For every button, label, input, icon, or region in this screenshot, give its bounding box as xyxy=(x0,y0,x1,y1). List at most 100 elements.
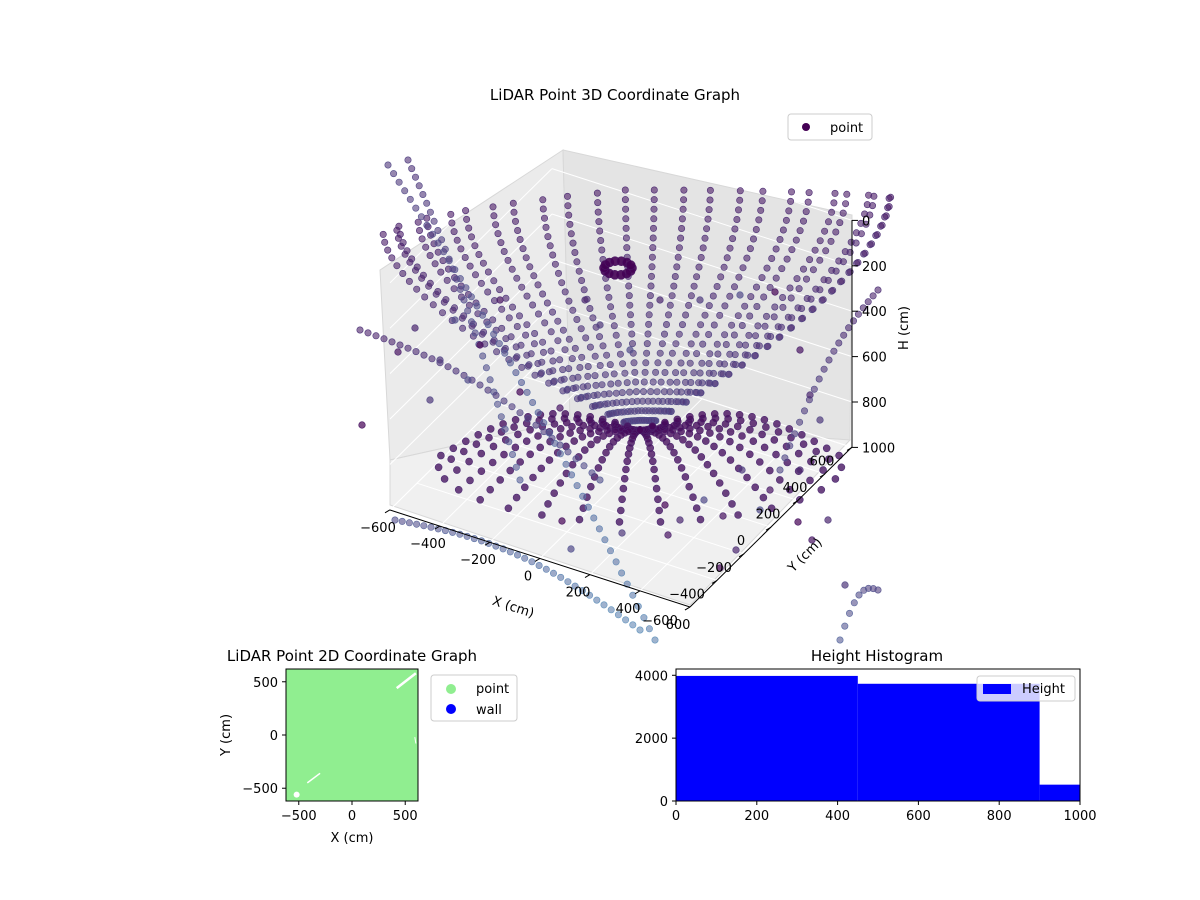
data-point xyxy=(524,362,532,370)
data-point xyxy=(610,370,618,378)
data-point xyxy=(729,360,737,368)
data-point xyxy=(859,304,867,312)
data-point xyxy=(579,383,587,391)
data-point xyxy=(502,335,510,343)
data-point xyxy=(681,378,689,386)
data-point xyxy=(721,302,729,310)
data-point xyxy=(610,322,618,330)
data-point xyxy=(551,260,559,268)
data-point xyxy=(465,224,473,232)
data-point xyxy=(615,518,624,526)
data-point xyxy=(565,335,573,343)
data-point xyxy=(393,262,401,270)
data-point xyxy=(835,339,843,347)
data-point xyxy=(500,450,508,459)
data-point xyxy=(589,314,597,322)
data-point xyxy=(761,322,769,330)
data-point xyxy=(741,302,749,310)
z-tick-label-3d: 200 xyxy=(862,260,887,275)
data-point xyxy=(838,277,846,285)
data-point xyxy=(733,216,741,224)
data-point xyxy=(478,330,486,338)
data-point xyxy=(732,546,740,554)
data-point xyxy=(565,365,573,373)
data-point xyxy=(887,193,895,201)
data-point xyxy=(867,240,875,248)
data-point xyxy=(538,511,546,519)
data-point xyxy=(508,450,516,458)
data-point xyxy=(747,293,755,301)
data-point xyxy=(874,286,882,294)
data-point xyxy=(462,207,470,215)
data-point xyxy=(396,341,404,349)
data-point xyxy=(643,349,651,357)
data-point xyxy=(749,419,758,428)
data-point xyxy=(418,235,426,243)
data-point xyxy=(584,372,592,380)
data-point xyxy=(656,349,664,357)
z-tick-label-3d: 1000 xyxy=(862,441,895,456)
data-point xyxy=(650,205,658,213)
data-point xyxy=(586,591,594,599)
data-point xyxy=(678,215,686,223)
data-point xyxy=(618,495,626,504)
data-point xyxy=(557,573,565,581)
data-point xyxy=(571,582,579,590)
data-point xyxy=(502,294,510,302)
data-point xyxy=(539,205,547,213)
data-point xyxy=(451,316,459,324)
legend-histogram-label: Height xyxy=(1022,682,1065,697)
data-point xyxy=(647,388,655,396)
data-point xyxy=(869,292,877,300)
data-point xyxy=(755,458,764,466)
data-point xyxy=(372,332,380,340)
data-point xyxy=(584,503,592,511)
data-point xyxy=(830,199,838,207)
data-point xyxy=(413,520,421,528)
y-tick-label-3d: −600 xyxy=(642,614,678,629)
data-point xyxy=(476,495,485,504)
data-point xyxy=(819,296,827,304)
data-point xyxy=(453,466,461,474)
data-point xyxy=(456,285,464,293)
data-point xyxy=(600,601,608,609)
data-point xyxy=(596,321,604,329)
data-point xyxy=(776,333,784,341)
data-point xyxy=(849,317,857,325)
data-point xyxy=(854,310,862,318)
legend-2d: point wall xyxy=(430,674,518,722)
data-point xyxy=(822,247,830,255)
data-point xyxy=(495,340,503,348)
data-point xyxy=(411,266,419,274)
data-point xyxy=(770,436,779,444)
data-point xyxy=(760,293,768,301)
data-point xyxy=(449,444,458,453)
y-axis-label-3d: Y (cm) xyxy=(785,535,826,576)
data-point xyxy=(717,273,725,281)
data-point xyxy=(648,253,656,261)
legend-histogram-swatch xyxy=(983,684,1011,694)
data-point xyxy=(450,285,458,293)
data-point xyxy=(626,311,634,319)
data-point xyxy=(654,495,662,504)
data-point xyxy=(523,351,531,359)
data-point xyxy=(822,444,831,453)
x-tick-3d xyxy=(584,574,591,579)
data-point xyxy=(831,189,839,197)
data-point xyxy=(722,340,730,348)
data-point xyxy=(619,484,628,493)
data-point xyxy=(474,430,483,439)
data-point xyxy=(384,161,392,169)
data-point xyxy=(571,249,579,257)
data-point xyxy=(602,448,610,457)
data-point xyxy=(652,484,661,493)
data-point xyxy=(760,415,769,424)
data-point xyxy=(573,395,581,403)
data-point xyxy=(811,246,819,254)
data-point xyxy=(682,349,690,357)
data-point xyxy=(726,428,735,436)
data-point xyxy=(885,203,893,211)
data-point xyxy=(696,369,704,377)
data-point xyxy=(556,450,564,458)
data-point xyxy=(842,200,850,208)
